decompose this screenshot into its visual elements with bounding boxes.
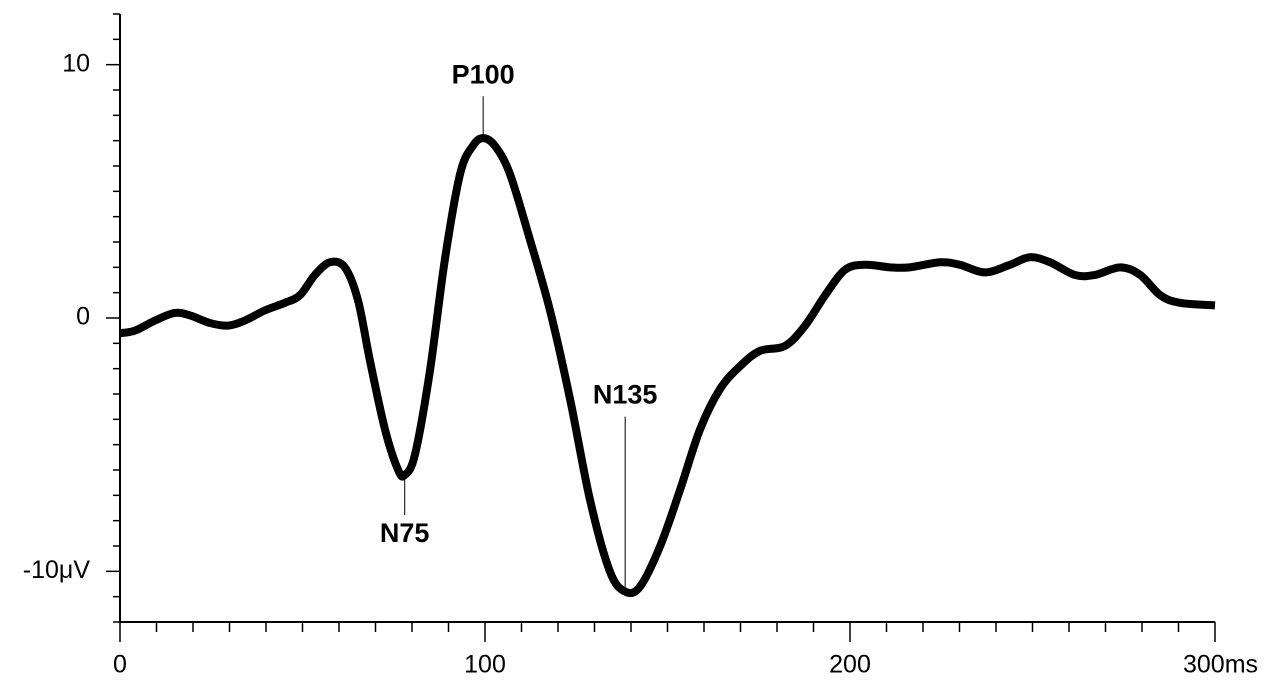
waveform bbox=[119, 134, 1216, 598]
annotation-label: N75 bbox=[380, 518, 430, 548]
y-tick-label: 10 bbox=[62, 49, 90, 77]
x-tick-label: 100 bbox=[464, 651, 506, 679]
y-tick-label: -10μV bbox=[23, 556, 91, 584]
annotation-label: P100 bbox=[452, 59, 515, 89]
x-tick-label: 200 bbox=[829, 651, 871, 679]
x-tick-label: 0 bbox=[113, 651, 127, 679]
x-tick-label: 300ms bbox=[1183, 651, 1258, 679]
annotation-label: N135 bbox=[593, 380, 658, 410]
y-tick-label: 0 bbox=[76, 303, 90, 331]
